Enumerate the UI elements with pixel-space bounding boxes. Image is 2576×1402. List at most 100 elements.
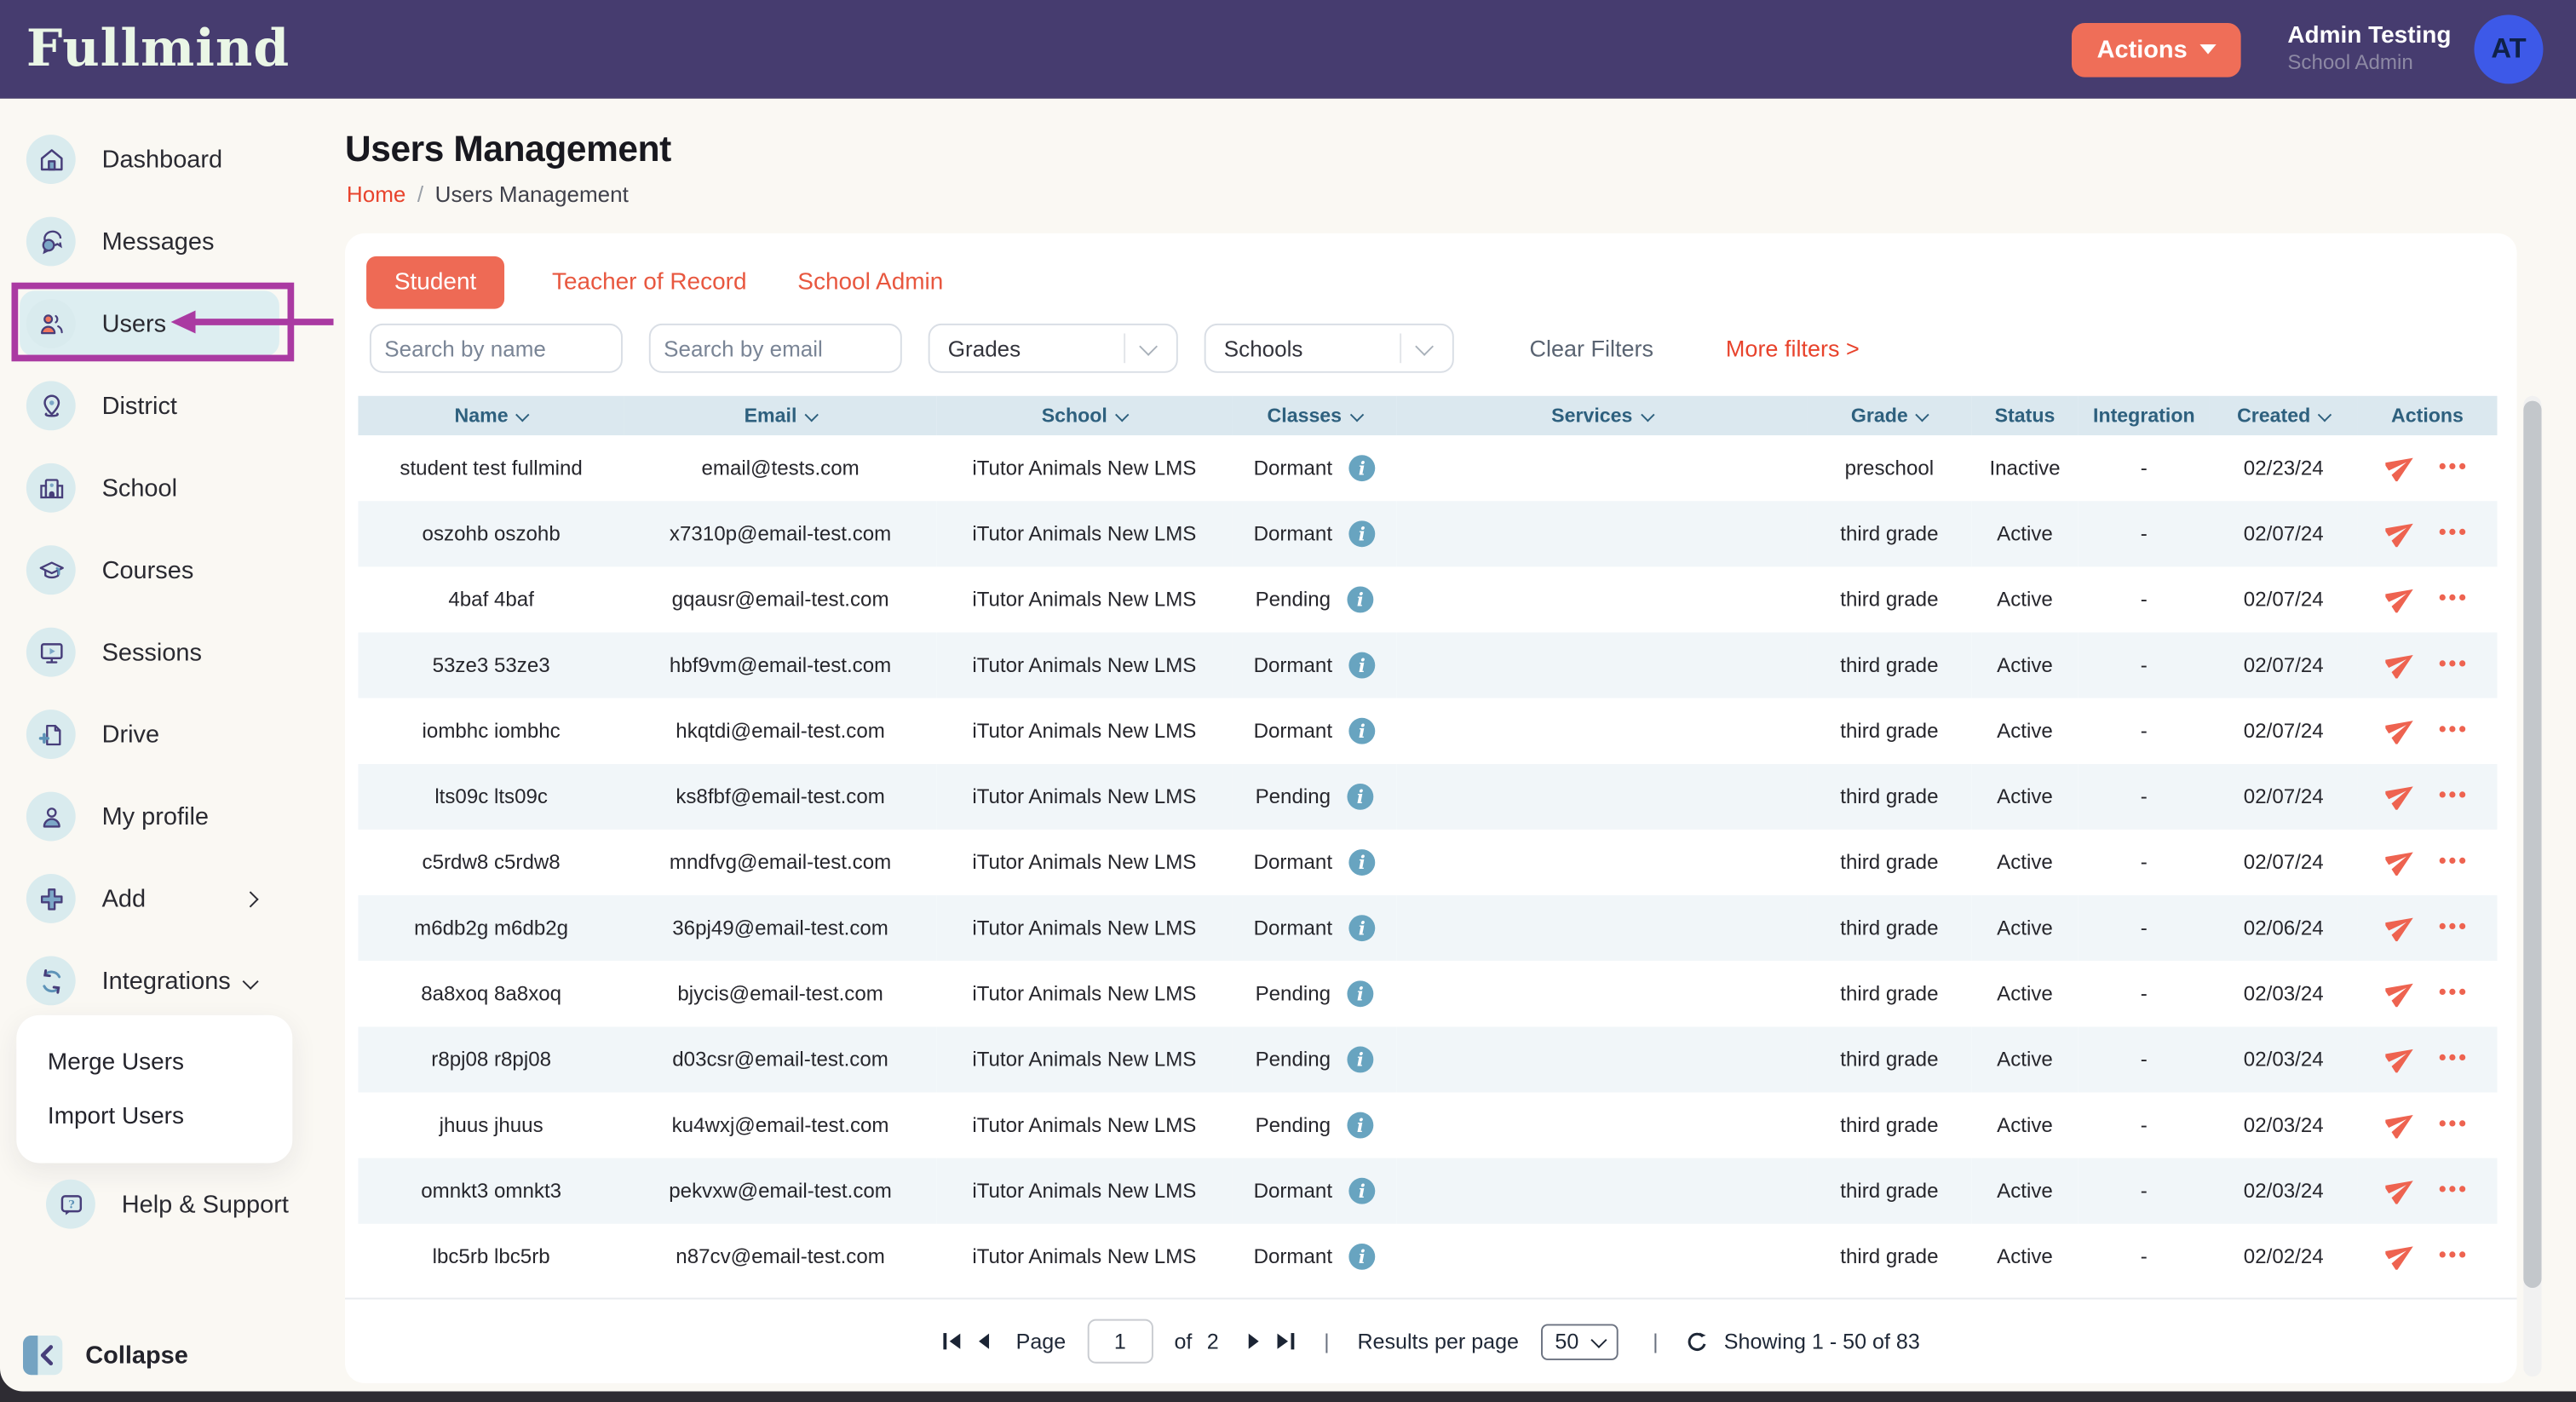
send-message-button[interactable] [2386,582,2418,613]
send-message-button[interactable] [2386,1238,2418,1270]
user-name-link[interactable]: student test fullmind [400,457,583,480]
column-header-school[interactable]: School [936,396,1232,435]
row-actions-menu-button[interactable]: ••• [2438,1110,2469,1135]
info-icon[interactable]: i [1347,1046,1374,1073]
breadcrumb-home-link[interactable]: Home [346,182,406,208]
classes-cell: Dormant i [1232,830,1396,895]
schools-select[interactable]: Schools [1204,323,1454,373]
last-page-button[interactable] [1274,1330,1296,1352]
info-icon[interactable]: i [1348,1177,1376,1204]
page-number-input[interactable] [1087,1319,1153,1364]
send-message-button[interactable] [2386,516,2418,548]
send-message-button[interactable] [2386,779,2418,810]
column-header-classes[interactable]: Classes [1232,396,1396,435]
scrollbar-thumb[interactable] [2523,400,2542,1289]
row-actions-menu-button[interactable]: ••• [2438,1175,2469,1201]
row-actions-menu-button[interactable]: ••• [2438,1044,2469,1070]
send-message-button[interactable] [2386,450,2418,482]
column-header-created[interactable]: Created [2210,396,2358,435]
send-message-button[interactable] [2386,647,2418,679]
row-actions-menu-button[interactable]: ••• [2438,1242,2469,1267]
sidebar-item-my-profile[interactable]: My profile [20,784,279,849]
user-name-link[interactable]: lts09c lts09c [434,784,548,808]
row-actions-menu-button[interactable]: ••• [2438,715,2469,741]
sidebar-item-drive[interactable]: Drive [20,702,279,767]
row-actions-menu-button[interactable]: ••• [2438,584,2469,610]
collapse-panel-icon [21,1334,64,1376]
actions-button[interactable]: Actions [2072,22,2242,77]
sidebar-item-help-support[interactable]: ? Help & Support [39,1171,299,1237]
next-page-button[interactable] [1246,1332,1259,1350]
search-name-input[interactable] [369,323,623,373]
send-message-button[interactable] [2386,1042,2418,1073]
user-name-link[interactable]: m6db2g m6db2g [414,916,569,940]
column-header-name[interactable]: Name [358,396,624,435]
info-icon[interactable]: i [1348,652,1376,679]
info-icon[interactable]: i [1348,1243,1376,1270]
sidebar-item-integrations[interactable]: Integrations [20,948,279,1014]
row-actions-menu-button[interactable]: ••• [2438,848,2469,873]
classes-cell: Dormant i [1232,1158,1396,1224]
send-message-button[interactable] [2386,910,2418,942]
send-message-button[interactable] [2386,1173,2418,1204]
row-actions-menu-button[interactable]: ••• [2438,979,2469,1004]
user-name-link[interactable]: jhuus jhuus [439,1113,543,1137]
info-icon[interactable]: i [1348,915,1376,942]
sidebar-item-courses[interactable]: Courses [20,537,279,603]
user-name-link[interactable]: oszohb oszohb [422,522,561,546]
submenu-item-merge-users[interactable]: Merge Users [47,1049,185,1076]
user-name-link[interactable]: iombhc iombhc [422,719,561,743]
grades-select[interactable]: Grades [928,323,1178,373]
column-header-grade[interactable]: Grade [1807,396,1971,435]
sidebar-item-sessions[interactable]: Sessions [20,619,279,685]
sidebar-item-dashboard[interactable]: Dashboard [20,127,279,192]
user-name-link[interactable]: omnkt3 omnkt3 [421,1179,562,1203]
sidebar-item-add[interactable]: Add [20,865,279,931]
first-page-button[interactable] [942,1330,963,1352]
row-actions-menu-button[interactable]: ••• [2438,913,2469,939]
sidebar-item-district[interactable]: District [20,373,279,439]
tab-student[interactable]: Student [366,256,505,309]
send-message-button[interactable] [2386,1107,2418,1139]
send-message-button[interactable] [2386,844,2418,876]
refresh-button[interactable] [1686,1330,1709,1353]
user-name-link[interactable]: 4baf 4baf [448,588,534,612]
tab-school-admin[interactable]: School Admin [794,256,946,309]
submenu-item-import-users[interactable]: Import Users [47,1103,185,1129]
user-name-link[interactable]: 8a8xoq 8a8xoq [421,982,562,1006]
info-icon[interactable]: i [1347,783,1374,810]
avatar[interactable]: AT [2474,14,2544,84]
sort-caret-icon [1640,407,1654,422]
row-actions-menu-button[interactable]: ••• [2438,519,2469,544]
info-icon[interactable]: i [1348,717,1376,744]
cell-status: Active [1997,653,2053,677]
info-icon[interactable]: i [1347,980,1374,1008]
row-actions-menu-button[interactable]: ••• [2438,453,2469,479]
user-name-link[interactable]: c5rdw8 c5rdw8 [422,851,561,875]
info-icon[interactable]: i [1348,849,1376,876]
info-icon[interactable]: i [1347,586,1374,613]
info-icon[interactable]: i [1348,520,1376,548]
send-message-button[interactable] [2386,713,2418,744]
user-name-link[interactable]: r8pj08 r8pj08 [431,1048,552,1072]
info-icon[interactable]: i [1347,1112,1374,1139]
clear-filters-button[interactable]: Clear Filters [1529,335,1654,362]
per-page-select[interactable]: 50 [1540,1323,1619,1359]
sidebar-item-school[interactable]: School [20,455,279,520]
user-name-link[interactable]: 53ze3 53ze3 [432,653,550,677]
row-actions-menu-button[interactable]: ••• [2438,650,2469,675]
page-label: Page [1015,1329,1067,1354]
tab-teacher-of-record[interactable]: Teacher of Record [549,256,750,309]
search-email-input[interactable] [648,323,902,373]
column-header-email[interactable]: Email [624,396,936,435]
more-filters-link[interactable]: More filters > [1725,335,1860,362]
info-icon[interactable]: i [1348,455,1376,482]
column-header-services[interactable]: Services [1396,396,1807,435]
row-actions-menu-button[interactable]: ••• [2438,782,2469,807]
collapse-button[interactable]: Collapse [21,1334,188,1376]
user-name-link[interactable]: lbc5rb lbc5rb [432,1244,550,1268]
sidebar-item-messages[interactable]: Messages [20,209,279,274]
previous-page-button[interactable] [978,1332,991,1350]
fullmind-logo[interactable]: Fullmind [26,20,290,79]
send-message-button[interactable] [2386,976,2418,1008]
